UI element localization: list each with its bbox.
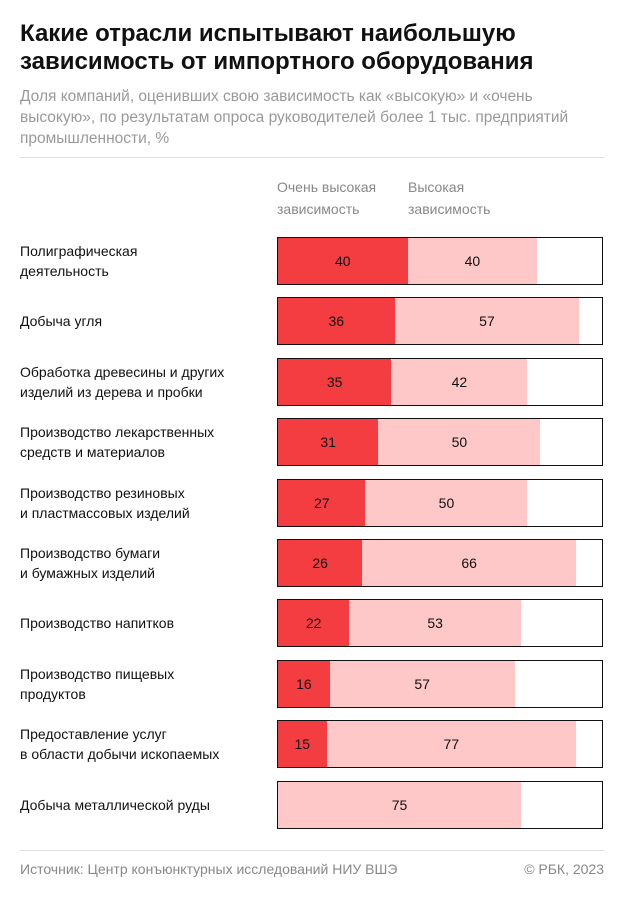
bar-frame: 36 57 [277, 297, 603, 346]
bar-segment [278, 238, 408, 284]
bar-segment [329, 660, 515, 707]
bar-frame: 35 42 [277, 357, 603, 406]
value-label: 66 [461, 555, 477, 571]
bar-segment [391, 358, 528, 405]
value-label: 22 [305, 615, 322, 632]
category-label: Производство резиновых и пластмассовых и… [20, 484, 190, 521]
value-label: 57 [479, 313, 495, 330]
separator [20, 850, 604, 851]
bar-frame: 26 66 [277, 539, 603, 587]
value-label: 40 [335, 253, 351, 269]
bar-frame: 22 53 [277, 599, 603, 648]
value-label: 15 [294, 736, 311, 753]
value-label: 36 [328, 313, 345, 330]
value-label: 50 [451, 434, 468, 451]
bar-frame: 16 57 [277, 659, 603, 708]
bar-segment [378, 419, 541, 466]
bar-segment [278, 298, 395, 345]
category-label: Обработка древесины и других изделий из … [20, 363, 225, 400]
bar-frame: 75 [277, 780, 603, 829]
category-label: Производство лекарственных средств и мат… [20, 424, 215, 461]
category-label: Производство напитков [20, 615, 175, 632]
value-label: 16 [296, 675, 312, 692]
source: Источник: Центр конъюнктурных исследован… [20, 861, 398, 877]
chart-title: Какие отрасли испытывают наибольшую зави… [20, 20, 534, 75]
value-label: 27 [313, 494, 330, 511]
bar-segment [278, 600, 350, 647]
value-label: 53 [427, 615, 443, 632]
bar-segment [362, 540, 577, 586]
category-label: Добыча угля [20, 313, 103, 330]
value-label: 40 [464, 253, 481, 269]
bar-segment [278, 660, 330, 707]
category-label: Предоставление услуг в области добычи ис… [20, 726, 220, 763]
bar-segment [394, 298, 580, 345]
bar-frame: 31 50 [277, 418, 603, 467]
legend-entry: Высокая зависимость [408, 179, 491, 217]
value-label: 42 [451, 373, 468, 390]
value-label: 57 [414, 675, 430, 692]
credit: © РБК, 2023 [524, 861, 604, 877]
value-label: 77 [443, 736, 460, 753]
bar-segment [365, 479, 528, 526]
category-label: Добыча металлической руды [20, 796, 210, 813]
bar-segment [407, 238, 538, 284]
value-label: 26 [312, 555, 328, 571]
bar-segment [278, 781, 521, 828]
category-label: Производство пищевых продуктов [20, 665, 175, 702]
bar-frame: 40 40 [277, 237, 603, 285]
bar-segment [278, 721, 327, 768]
bar-segment [349, 600, 521, 647]
bar-segment [278, 358, 392, 405]
bar-frame: 27 50 [277, 478, 603, 527]
separator [20, 157, 604, 158]
bar-segment [278, 419, 379, 466]
value-label: 35 [326, 373, 343, 390]
bar-segment [326, 721, 577, 768]
value-label: 75 [391, 796, 408, 813]
chart-subtitle: Доля компаний, оценивших свою зависимост… [20, 88, 569, 147]
category-label: Производство бумаги и бумажных изделий [20, 545, 161, 581]
value-label: 31 [320, 434, 337, 451]
value-label: 50 [438, 494, 455, 511]
category-label: Полиграфическая деятельность [20, 243, 138, 279]
legend-entry: Очень высокая зависимость [277, 179, 377, 217]
bar-frame: 15 77 [277, 720, 603, 769]
bar-segment [278, 540, 363, 586]
bar-segment [278, 479, 366, 526]
